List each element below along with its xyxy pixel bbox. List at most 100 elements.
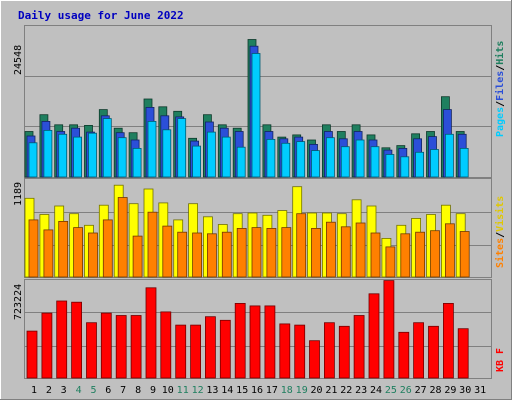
bar-sites-day-27 [415, 231, 426, 278]
bar-sites-day-11 [177, 231, 188, 278]
bars-top [24, 39, 469, 178]
bar-kb-f-day-20 [309, 340, 320, 379]
x-tick-label-day-21: 21 [325, 385, 337, 396]
bar-sites-day-8 [132, 235, 143, 278]
bars-bottom [26, 280, 469, 379]
bar-sites-day-26 [400, 233, 411, 278]
bar-files-day-17 [266, 138, 276, 178]
x-tick-label-day-26: 26 [400, 385, 412, 396]
bar-kb-f-day-14 [219, 319, 231, 379]
bar-kb-f-day-29 [442, 302, 454, 379]
bar-files-day-2 [43, 129, 53, 178]
bar-kb-f-day-12 [190, 324, 202, 379]
x-tick-label-day-28: 28 [429, 385, 441, 396]
bar-sites-day-17 [266, 227, 277, 278]
legend-kbf: KB F [495, 348, 506, 372]
bar-kb-f-day-21 [323, 322, 335, 379]
bar-kb-f-day-18 [279, 323, 291, 379]
bar-sites-day-21 [325, 221, 336, 278]
x-tick-label-day-23: 23 [355, 385, 367, 396]
bar-sites-day-7 [117, 197, 128, 278]
bar-sites-day-3 [58, 220, 69, 278]
y-max-label-bottom: 723224 [13, 284, 24, 320]
bar-files-day-14 [221, 136, 231, 178]
bar-sites-day-20 [311, 227, 321, 278]
bar-kb-f-day-9 [145, 287, 157, 379]
bar-kb-f-day-3 [56, 300, 68, 379]
bar-files-day-9 [147, 121, 157, 178]
x-tick-label-day-13: 13 [206, 385, 218, 396]
x-tick-label-day-18: 18 [281, 385, 293, 396]
bar-sites-day-9 [147, 211, 158, 278]
x-tick-label-day-29: 29 [444, 385, 456, 396]
x-tick-label-day-5: 5 [90, 385, 96, 396]
bar-kb-f-day-26 [398, 331, 410, 379]
x-tick-label-day-2: 2 [46, 385, 52, 396]
bar-files-day-30 [459, 147, 469, 178]
bar-sites-day-18 [281, 227, 292, 278]
x-tick-label-day-20: 20 [310, 385, 322, 396]
bar-files-day-20 [311, 150, 320, 178]
bar-files-day-28 [430, 149, 439, 178]
x-tick-label-day-16: 16 [251, 385, 263, 396]
x-tick-label-day-7: 7 [120, 385, 126, 396]
bar-files-day-3 [58, 133, 68, 178]
x-axis-tick-labels: 1 2 3 4 5 6 7 8 9 10 11 12 13 14 15 16 17 18 19 20 21 22 23 24 2… [31, 385, 486, 396]
bar-files-day-13 [206, 131, 216, 178]
x-tick-label-day-31: 31 [474, 385, 486, 396]
x-tick-label-day-10: 10 [162, 385, 174, 396]
bar-kb-f-day-23 [353, 315, 365, 379]
bar-sites-day-10 [162, 225, 173, 278]
bar-sites-day-16 [251, 227, 262, 278]
x-tick-label-day-17: 17 [266, 385, 278, 396]
bar-kb-f-day-11 [175, 324, 187, 379]
legend-files: Files [494, 71, 506, 101]
bar-kb-f-day-22 [338, 325, 350, 379]
x-tick-label-day-4: 4 [76, 385, 82, 396]
bar-files-day-24 [370, 146, 380, 178]
bar-kb-f-day-16 [249, 305, 261, 379]
bar-files-day-21 [325, 137, 335, 178]
bar-sites-day-4 [73, 227, 83, 278]
bar-files-day-16 [251, 53, 261, 178]
bar-sites-day-19 [296, 213, 307, 278]
x-tick-label-day-3: 3 [61, 385, 67, 396]
bar-kb-f-day-6 [100, 312, 112, 379]
bar-files-day-4 [73, 136, 82, 178]
bar-sites-day-29 [444, 223, 455, 278]
bar-files-day-5 [88, 132, 97, 178]
bar-sites-day-15 [236, 227, 247, 278]
legend-sep: / [495, 101, 506, 107]
legend-sep: / [495, 232, 506, 238]
bar-kb-f-day-17 [264, 305, 276, 379]
legend-sep: / [495, 65, 506, 71]
bar-kb-f-day-5 [86, 322, 97, 379]
x-tick-label-day-14: 14 [221, 385, 233, 396]
bar-kb-f-day-7 [115, 315, 127, 379]
bar-sites-day-28 [430, 230, 440, 278]
bar-sites-day-6 [102, 219, 113, 278]
bar-sites-day-13 [206, 233, 217, 278]
bar-sites-day-5 [88, 232, 98, 278]
bar-files-day-18 [281, 142, 291, 178]
bar-sites-day-14 [221, 231, 232, 278]
legend-pages: Pages [495, 107, 506, 137]
x-tick-label-day-24: 24 [370, 385, 382, 396]
bar-sites-day-23 [355, 222, 366, 278]
x-tick-label-day-1: 1 [31, 385, 37, 396]
x-tick-label-day-6: 6 [105, 385, 111, 396]
bar-files-day-8 [132, 147, 142, 178]
bar-sites-day-22 [340, 226, 351, 278]
x-tick-label-day-8: 8 [135, 385, 141, 396]
bar-sites-day-12 [192, 232, 203, 278]
legend-middle: Sites/Visits [494, 196, 506, 268]
x-tick-label-day-9: 9 [150, 385, 156, 396]
bar-files-day-22 [340, 146, 350, 178]
y-max-label-middle: 1189 [13, 182, 24, 206]
bar-kb-f-day-2 [41, 312, 53, 379]
bar-kb-f-day-25 [383, 280, 395, 379]
bar-sites-day-24 [370, 232, 381, 278]
bar-files-day-1 [28, 142, 38, 178]
bar-kb-f-day-15 [234, 302, 246, 379]
